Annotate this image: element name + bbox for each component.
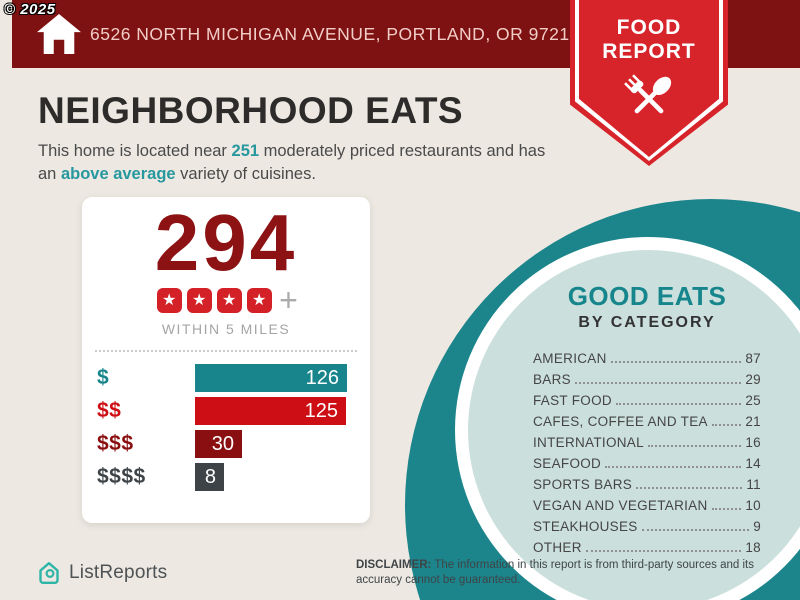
category-label: CAFES, COFFEE AND TEA <box>533 414 708 429</box>
radius-label: WITHIN 5 MILES <box>161 321 291 337</box>
price-tier-bar: 8 <box>195 463 224 491</box>
home-icon <box>37 13 81 55</box>
subtitle-post: variety of cuisines. <box>175 165 316 184</box>
copyright-notice: © 2025 <box>4 1 56 18</box>
category-value: 14 <box>745 456 761 471</box>
category-value: 29 <box>745 372 761 387</box>
price-bar-row: $$ 125 <box>82 397 370 425</box>
category-label: FAST FOOD <box>533 393 612 408</box>
bar-value: 125 <box>304 399 338 422</box>
disclaimer: DISCLAIMER: The information in this repo… <box>356 558 766 588</box>
good-eats-title: GOOD EATS <box>567 281 727 311</box>
category-label: BARS <box>533 372 571 387</box>
category-row: SPORTS BARS 11 <box>533 471 761 492</box>
category-value: 21 <box>745 414 761 429</box>
leader-dots <box>647 445 742 447</box>
leader-dots <box>711 508 742 510</box>
plus-icon: + <box>279 282 298 318</box>
category-label: STEAKHOUSES <box>533 519 638 534</box>
category-label: OTHER <box>533 540 582 555</box>
price-tier-label: $$ <box>97 399 122 422</box>
category-value: 11 <box>746 477 761 492</box>
bar-value: 126 <box>305 366 339 389</box>
page-title: NEIGHBORHOOD EATS <box>38 90 464 131</box>
food-report-badge: FOOD REPORT <box>570 0 728 166</box>
crossed-spoon-fork-icon <box>624 74 672 114</box>
star-icon: ★ <box>216 288 242 313</box>
disclaimer-label: DISCLAIMER: <box>356 559 432 571</box>
badge-title-line1: FOOD <box>616 16 682 39</box>
category-value: 9 <box>753 519 761 534</box>
category-row: INTERNATIONAL 16 <box>533 429 761 450</box>
category-value: 16 <box>745 435 761 450</box>
price-tier-label: $ <box>97 366 110 389</box>
price-tier-label: $$$$ <box>97 465 146 488</box>
category-row: CAFES, COFFEE AND TEA 21 <box>533 408 761 429</box>
price-tier-label: $$$ <box>97 432 134 455</box>
subtitle-mid: moderately priced restaurants and has an <box>38 142 546 184</box>
category-row: FAST FOOD 25 <box>533 387 761 408</box>
price-tier-bar: 30 <box>195 430 242 458</box>
price-tier-bar: 126 <box>195 364 347 392</box>
dotted-divider <box>95 350 357 352</box>
star-icon: ★ <box>186 288 212 313</box>
bar-value: 30 <box>211 432 234 455</box>
category-row: BARS 29 <box>533 366 761 387</box>
category-label: VEGAN AND VEGETARIAN <box>533 498 708 513</box>
price-tier-bar: 125 <box>195 397 346 425</box>
category-row: STEAKHOUSES 9 <box>533 513 761 534</box>
category-value: 10 <box>745 498 761 513</box>
star-rating: ★ ★ ★ ★ + <box>82 282 370 318</box>
circle-inner-fill <box>468 250 800 600</box>
restaurant-count: 251 <box>231 142 260 160</box>
leader-dots <box>585 550 742 552</box>
leader-dots <box>615 403 742 405</box>
price-bar-row: $$$$ 8 <box>82 463 370 491</box>
total-restaurants: 294 <box>154 198 298 287</box>
restaurant-summary-card: 294 ★ ★ ★ ★ + WITHIN 5 MILES $ 126 $$ 12… <box>82 197 370 523</box>
subtitle: This home is located near 251 moderately… <box>38 140 566 186</box>
category-row: VEGAN AND VEGETARIAN 10 <box>533 492 761 513</box>
category-label: AMERICAN <box>533 351 607 366</box>
category-label: SEAFOOD <box>533 456 602 471</box>
leader-dots <box>711 424 742 426</box>
category-row: AMERICAN 87 <box>533 345 761 366</box>
leader-dots <box>610 361 742 363</box>
price-bar-row: $ 126 <box>82 364 370 392</box>
category-value: 87 <box>745 351 761 366</box>
category-value: 18 <box>745 540 761 555</box>
good-eats-subtitle: BY CATEGORY <box>578 314 716 331</box>
bar-value: 8 <box>204 465 216 488</box>
category-list: AMERICAN 87 BARS 29 FAST FOOD 25 CAFES, COF… <box>533 345 761 555</box>
leader-dots <box>605 466 742 468</box>
listreports-brand: ListReports <box>36 560 167 586</box>
badge-title: FOOD REPORT <box>570 16 728 64</box>
category-label: SPORTS BARS <box>533 477 633 492</box>
badge-title-line2: REPORT <box>602 40 696 64</box>
disclaimer-text: The information in this report is from t… <box>356 559 754 586</box>
star-icon: ★ <box>156 288 182 313</box>
category-row: OTHER 18 <box>533 534 761 555</box>
property-address: 6526 NORTH MICHIGAN AVENUE, PORTLAND, OR… <box>90 24 580 44</box>
subtitle-pre: This home is located near <box>38 142 232 160</box>
star-icon: ★ <box>246 288 272 313</box>
leader-dots <box>636 487 743 489</box>
good-eats-panel: GOOD EATS BY CATEGORY AMERICAN 87 BARS 29 … <box>533 281 761 555</box>
category-label: INTERNATIONAL <box>533 435 644 450</box>
leader-dots <box>641 529 750 531</box>
listreports-logo-icon <box>39 562 59 584</box>
leader-dots <box>574 382 742 384</box>
price-bar-row: $$$ 30 <box>82 430 370 458</box>
category-value: 25 <box>745 393 761 408</box>
category-row: SEAFOOD 14 <box>533 450 761 471</box>
variety-rating: above average <box>60 165 176 184</box>
brand-name: ListReports <box>69 562 168 583</box>
